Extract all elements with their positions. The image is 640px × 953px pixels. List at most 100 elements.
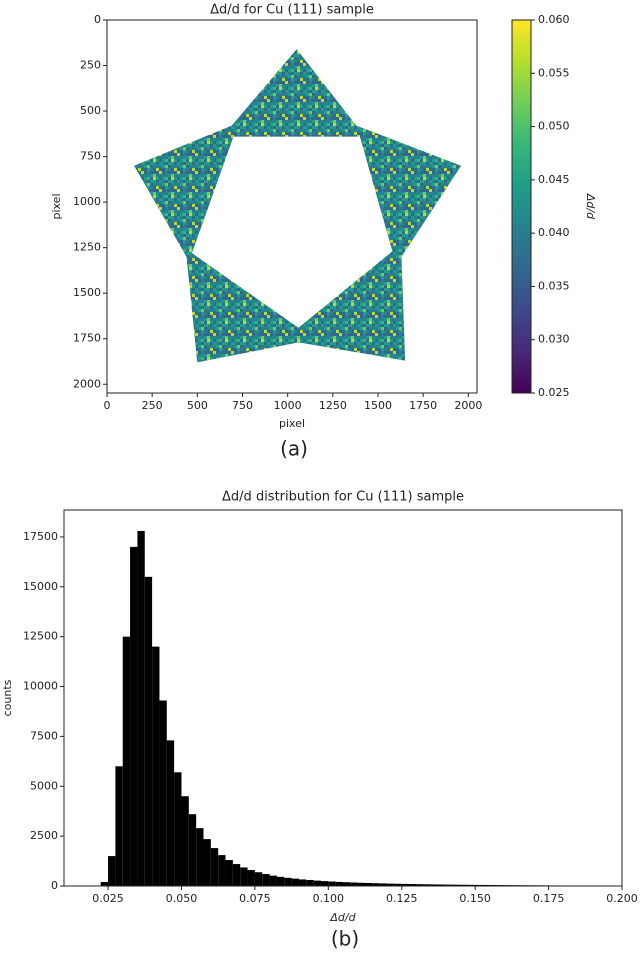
y-tick-label: 12500	[23, 630, 58, 643]
y-tick-label: 10000	[23, 680, 58, 693]
x-axis-label: pixel	[279, 417, 305, 430]
histogram-bar	[210, 848, 219, 886]
y-tick-label: 1000	[73, 195, 101, 208]
y-tick-label: 5000	[30, 779, 58, 792]
axes-frame	[106, 19, 478, 394]
caption: (a)	[280, 437, 308, 461]
y-tick-label: 0	[51, 879, 58, 892]
y-tick-label: 7500	[30, 729, 58, 742]
x-tick-label: 250	[142, 399, 163, 412]
histogram-bar	[313, 880, 321, 886]
x-tick-label: 0.150	[459, 892, 491, 905]
histogram-bar	[438, 884, 446, 886]
histogram-bar	[298, 879, 307, 886]
colorbar-tick-label: 0.060	[538, 13, 570, 26]
x-tick-label: 500	[187, 399, 208, 412]
histogram-bar	[401, 883, 410, 886]
colorbar-tick-label: 0.025	[538, 386, 570, 399]
chart-title: Δd/d distribution for Cu (111) sample	[222, 490, 464, 505]
histogram-bar	[409, 884, 417, 886]
x-tick-label: 0.100	[313, 892, 345, 905]
colorbar-tick-label: 0.045	[538, 173, 570, 186]
x-tick-label: 0.075	[239, 892, 271, 905]
histogram-bar	[108, 856, 116, 886]
histogram-bar	[144, 576, 153, 886]
histogram-bar	[240, 867, 248, 886]
histogram-bar	[445, 884, 454, 886]
x-tick-label: 0.025	[92, 892, 124, 905]
y-tick-label: 500	[80, 104, 101, 117]
histogram-bar	[387, 883, 395, 886]
histogram-bar	[328, 881, 336, 886]
histogram-bar	[379, 883, 388, 886]
histogram-bar	[262, 874, 270, 886]
histogram-bar	[284, 877, 292, 886]
y-tick-label: 1250	[73, 241, 101, 254]
histogram-bar	[115, 766, 123, 886]
x-tick-label: 1250	[319, 399, 347, 412]
x-tick-label: 1500	[364, 399, 392, 412]
histogram-bar	[152, 646, 160, 886]
histogram-bar	[247, 870, 255, 886]
histogram-bar	[394, 883, 402, 886]
histogram-bar	[431, 884, 439, 886]
x-tick-label: 0.125	[386, 892, 418, 905]
histogram-bar	[365, 883, 373, 886]
colorbar-tick-label: 0.050	[538, 120, 570, 133]
x-tick-label: 2000	[454, 399, 482, 412]
x-tick-label: 750	[232, 399, 253, 412]
axes-frame	[63, 509, 623, 887]
y-tick-label: 750	[80, 150, 101, 163]
x-tick-label: 0	[104, 399, 111, 412]
x-axis-label: Δd/d	[329, 911, 356, 924]
x-tick-label: 0.050	[166, 892, 198, 905]
histogram-bar	[232, 864, 241, 886]
histogram-bar	[188, 814, 197, 886]
y-tick-label: 250	[80, 59, 101, 72]
histogram-bar	[196, 828, 204, 886]
histogram-bar	[137, 530, 145, 886]
histogram-bar	[254, 872, 263, 886]
colorbar-tick-label: 0.035	[538, 279, 570, 292]
histogram-bar	[159, 700, 167, 886]
y-tick-label: 0	[94, 13, 101, 26]
histogram-bar	[181, 796, 189, 886]
y-tick-label: 2500	[30, 829, 58, 842]
colorbar-tick-label: 0.040	[538, 226, 570, 239]
x-tick-label: 1750	[409, 399, 437, 412]
histogram-bar	[100, 882, 109, 886]
histogram-bar	[343, 882, 351, 886]
histogram-bar	[291, 878, 299, 886]
colorbar-tick-label: 0.055	[538, 66, 570, 79]
histogram-bar	[350, 882, 358, 886]
histogram-bar	[320, 881, 329, 886]
y-tick-label: 17500	[23, 530, 58, 543]
histogram-bar	[357, 882, 366, 886]
x-tick-label: 1000	[274, 399, 302, 412]
x-tick-label: 0.175	[533, 892, 565, 905]
colorbar-label: Δd/d	[584, 193, 597, 220]
x-tick-label: 0.200	[606, 892, 638, 905]
histogram-bar	[218, 855, 226, 886]
histogram-bar	[225, 860, 233, 886]
y-tick-label: 1750	[73, 332, 101, 345]
histogram-bar	[416, 884, 424, 886]
histogram-bar	[467, 884, 476, 886]
histogram-bar	[475, 884, 483, 886]
sample-map	[134, 49, 462, 363]
histogram-bar	[453, 884, 461, 886]
histogram-bar	[276, 876, 285, 886]
histogram-bar	[166, 740, 175, 886]
histogram-bar	[482, 884, 490, 886]
histogram-bar	[122, 636, 131, 886]
histogram-bar	[174, 772, 182, 886]
histogram-bar	[269, 875, 277, 886]
y-axis-label: pixel	[50, 193, 63, 219]
caption: (b)	[331, 927, 359, 951]
colorbar-tick-label: 0.030	[538, 333, 570, 346]
colorbar	[511, 19, 532, 394]
histogram-bar	[460, 884, 468, 886]
histogram-bar	[335, 881, 343, 886]
y-axis-label: counts	[1, 679, 14, 716]
